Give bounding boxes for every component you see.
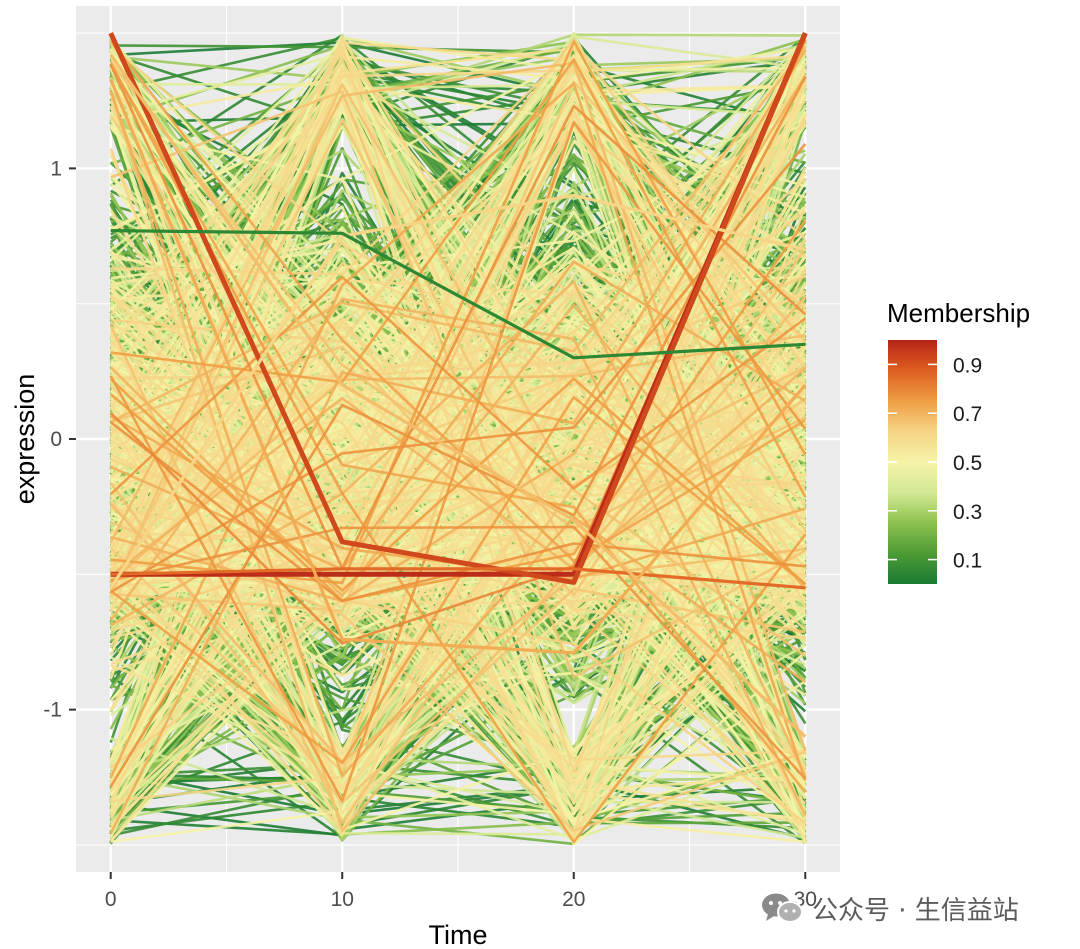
- series-line-high-member-E: [109, 193, 806, 589]
- series-line-low-member-F: [110, 229, 806, 360]
- series-line: [109, 76, 807, 788]
- series-line: [109, 598, 807, 825]
- series-line: [109, 49, 807, 835]
- series-line: [110, 457, 806, 628]
- axes: 0 10 20 30-101: [43, 157, 817, 911]
- series-line: [110, 289, 807, 560]
- series-line: [110, 37, 807, 666]
- legend-label: 0.9: [953, 354, 982, 377]
- series-line: [109, 125, 807, 478]
- series-line: [109, 110, 807, 624]
- series-line: [109, 261, 806, 581]
- series-line: [110, 396, 807, 841]
- series-line: [109, 405, 807, 815]
- watermark: 公众号 · 生信益站: [760, 888, 1019, 928]
- series-line-high-member-D: [109, 53, 807, 738]
- legend: Membership 0.9 0.7 0.5 0.3 0.1: [887, 298, 1030, 584]
- series-line: [109, 275, 807, 496]
- series-line: [110, 122, 807, 627]
- series-line: [110, 58, 807, 498]
- series-line: [109, 82, 807, 657]
- series-line-high-member-A: [108, 32, 808, 585]
- series-line: [109, 121, 807, 803]
- series-line: [110, 46, 807, 276]
- series-line: [110, 344, 807, 643]
- series-line: [109, 60, 806, 530]
- series-line: [109, 472, 806, 830]
- series-line: [110, 55, 807, 424]
- legend-title: Membership: [887, 298, 1030, 328]
- series-line: [110, 38, 807, 370]
- series-line: [110, 762, 806, 828]
- wechat-icon: [760, 891, 804, 925]
- series-line: [110, 525, 807, 780]
- series-line-high-member-B: [110, 567, 806, 590]
- legend-label: 0.1: [953, 550, 982, 573]
- series-line: [110, 78, 807, 380]
- y-tick-label: 1: [50, 157, 62, 180]
- series-line: [109, 567, 807, 831]
- series-line: [109, 62, 807, 844]
- series-line: [109, 377, 807, 592]
- series-line: [109, 395, 807, 765]
- x-tick-label: 0: [105, 888, 117, 911]
- series-line: [109, 82, 807, 782]
- series-line: [110, 260, 806, 571]
- series-line: [110, 143, 807, 594]
- y-tick-label: 0: [50, 428, 62, 451]
- highlighted-series: [108, 32, 808, 738]
- series-line: [109, 330, 806, 837]
- series-line-high-member-C: [109, 78, 807, 655]
- series-line: [109, 219, 807, 602]
- legend-label: 0.3: [953, 501, 982, 524]
- series-line: [109, 105, 807, 770]
- x-axis-title: Time: [429, 920, 488, 949]
- legend-label: 0.7: [953, 403, 982, 426]
- watermark-text: 公众号 · 生信益站: [812, 895, 1019, 926]
- series-line: [109, 64, 807, 570]
- series-line: [110, 280, 807, 777]
- x-tick-label: 20: [562, 888, 585, 911]
- y-axis-title: expression: [10, 374, 40, 505]
- series-line: [109, 69, 807, 613]
- legend-label: 0.5: [953, 452, 982, 475]
- y-tick-label: -1: [43, 699, 62, 722]
- x-tick-label: 10: [331, 888, 354, 911]
